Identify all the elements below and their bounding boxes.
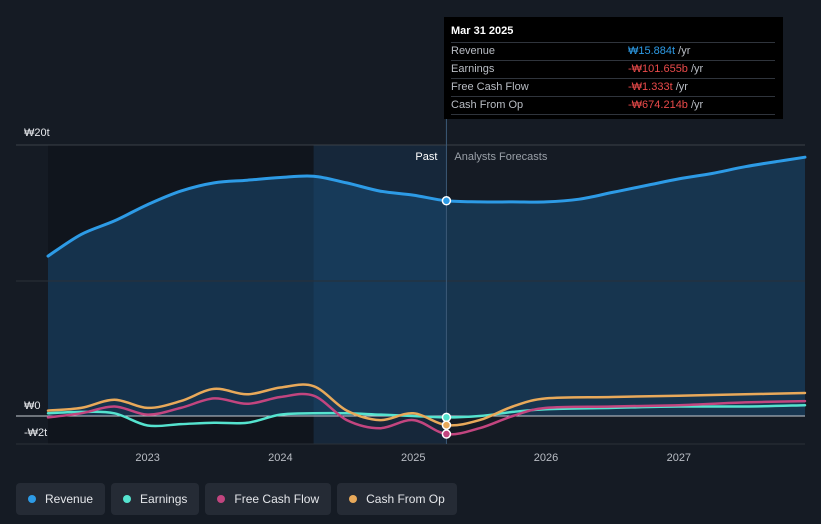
free-cash-flow-marker (441, 429, 452, 439)
tooltip-unit: /yr (691, 63, 704, 75)
earnings-dot-icon (123, 495, 132, 503)
tooltip-number: -₩1.333t (628, 81, 673, 93)
tooltip-panel: Mar 31 2025 Revenue ₩15.884t /yr Earning… (444, 17, 783, 119)
legend-item-cash-from-op[interactable]: Cash From Op (337, 483, 457, 515)
x-tick-label: 2025 (401, 452, 425, 464)
legend-label: Earnings (140, 492, 188, 506)
cash-from-op-marker (441, 420, 452, 430)
tooltip-value: ₩15.884t /yr (628, 43, 690, 60)
x-tick-label: 2023 (135, 452, 159, 464)
legend-item-earnings[interactable]: Earnings (111, 483, 200, 515)
axis-labels: ₩20t ₩0 -₩2t 2023 2024 2025 2026 2027 Past Analys… (24, 127, 691, 464)
x-tick-label: 2026 (534, 452, 558, 464)
tooltip-unit: /yr (675, 81, 688, 93)
tooltip-label: Free Cash Flow (451, 81, 529, 93)
tooltip-row-cash-from-op: Cash From Op -₩674.214b /yr (451, 96, 775, 115)
cash-from-op-line (46, 383, 807, 427)
revenue-marker (441, 196, 452, 206)
tooltip-unit: /yr (691, 99, 704, 111)
tooltip-label: Revenue (451, 45, 496, 57)
y-tick-label: ₩0 (24, 400, 41, 412)
revenue-line (46, 155, 807, 258)
tooltip-label: Earnings (451, 63, 495, 75)
legend-item-revenue[interactable]: Revenue (16, 483, 106, 515)
legend-label: Cash From Op (366, 492, 445, 506)
y-tick-label: ₩20t (24, 127, 50, 139)
tooltip-row-revenue: Revenue ₩15.884t /yr (451, 42, 775, 60)
tooltip-number: -₩674.214b (628, 99, 688, 111)
tooltip-unit: /yr (678, 45, 691, 57)
cash-from-op-dot-icon (349, 495, 358, 503)
earnings-line (46, 403, 807, 428)
revenue-area-fill (48, 157, 805, 416)
tooltip-date: Mar 31 2025 (451, 25, 514, 37)
legend-label: Revenue (45, 492, 94, 506)
highlight-markers (441, 196, 452, 439)
tooltip-number: ₩15.884t (628, 45, 676, 57)
free-cash-flow-line (46, 392, 807, 436)
free-cash-flow-dot-icon (217, 495, 226, 503)
tooltip-value: -₩1.333t /yr (628, 79, 688, 96)
y-tick-label: -₩2t (24, 427, 47, 439)
legend: Revenue Earnings Free Cash Flow Cash Fro… (16, 483, 463, 515)
legend-item-free-cash-flow[interactable]: Free Cash Flow (205, 483, 332, 515)
earnings-marker (441, 412, 452, 423)
tooltip-number: -₩101.655b (628, 63, 688, 75)
x-tick-label: 2027 (667, 452, 691, 464)
revenue-area (48, 157, 805, 416)
x-tick-label: 2024 (268, 452, 292, 464)
tooltip-row-free-cash-flow: Free Cash Flow -₩1.333t /yr (451, 78, 775, 96)
tooltip-row-earnings: Earnings -₩101.655b /yr (451, 60, 775, 78)
tooltip-value: -₩101.655b /yr (628, 61, 703, 78)
tooltip-value: -₩674.214b /yr (628, 97, 703, 114)
revenue-dot-icon (28, 495, 36, 503)
series-lines[interactable] (46, 155, 807, 436)
legend-label: Free Cash Flow (234, 492, 320, 506)
past-label: Past (415, 151, 437, 163)
tooltip-label: Cash From Op (451, 99, 524, 111)
forecast-label: Analysts Forecasts (454, 151, 547, 163)
